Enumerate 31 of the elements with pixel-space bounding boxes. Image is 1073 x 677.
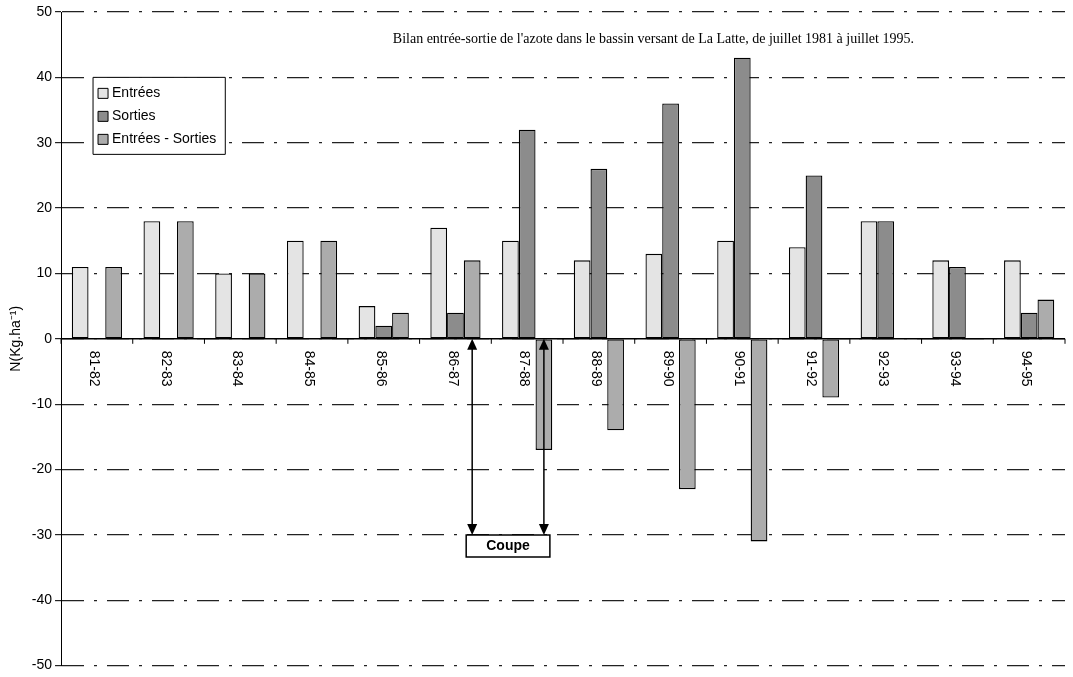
y-tick-label: -30 — [31, 525, 53, 542]
y-tick-label: 10 — [36, 264, 53, 281]
band-label: Coupe — [486, 536, 531, 553]
x-tick-label: 83-84 — [230, 350, 247, 387]
x-tick-label: 85-86 — [373, 350, 390, 387]
y-tick-label: -10 — [31, 395, 53, 412]
legend-label: Entrées — [112, 84, 161, 101]
y-tick-label: 0 — [44, 329, 53, 346]
y-tick-label: -20 — [31, 460, 53, 477]
x-tick-label: 87-88 — [517, 350, 534, 387]
x-tick-label: 81-82 — [87, 350, 104, 387]
y-tick-label: -40 — [31, 591, 53, 608]
x-tick-label: 93-94 — [947, 350, 964, 387]
y-tick-label: 30 — [36, 133, 53, 150]
x-tick-label: 86-87 — [445, 350, 462, 387]
x-tick-label: 88-89 — [589, 350, 606, 387]
y-tick-label: 20 — [36, 198, 53, 215]
x-tick-label: 91-92 — [804, 350, 821, 387]
y-tick-label: 50 — [36, 2, 53, 19]
y-tick-label: -50 — [31, 656, 53, 673]
y-axis-title: N(Kg.ha⁻¹) — [7, 305, 24, 372]
y-tick-label: 40 — [36, 68, 53, 85]
x-tick-label: 94-95 — [1019, 350, 1036, 387]
legend-label: Sorties — [112, 107, 156, 124]
x-tick-label: 89-90 — [660, 350, 677, 387]
text: Bilan entrée-sortie de l'azote dans le bassin versant de La Latte, de juillet 1981 à juillet 1995. — [392, 30, 914, 46]
legend-label: Entrées - Sorties — [112, 130, 217, 147]
x-tick-label: 82-83 — [158, 350, 175, 387]
x-tick-label: 90-91 — [732, 350, 749, 387]
x-tick-label: 92-93 — [875, 350, 892, 387]
x-tick-label: 84-85 — [302, 350, 319, 387]
